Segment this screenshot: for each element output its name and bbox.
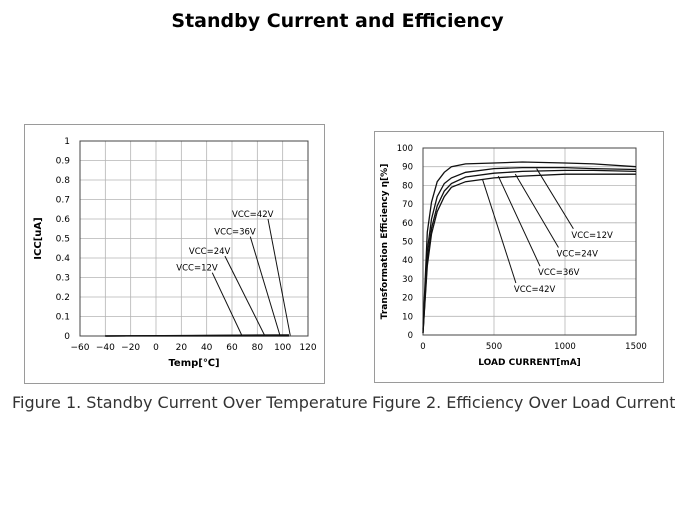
x-tick-label: 500 (486, 342, 502, 352)
figure-2-panel: 0 500 1000 1500 0 10 20 30 40 50 60 70 80 90 100 LOAD C… (374, 131, 664, 383)
y-tick-label: 0.6 (56, 215, 71, 225)
series-line (105, 334, 290, 337)
x-tick-label: 60 (226, 343, 238, 353)
annotation-pointer (224, 255, 266, 337)
annotation-pointer (482, 179, 517, 284)
series-annotation-label: VCC=24V (556, 249, 598, 259)
y-tick-label: 0.2 (56, 293, 70, 303)
y-tick-label: 20 (402, 294, 413, 304)
y-tick-label: 0.7 (56, 196, 70, 206)
x-tick-label: 20 (176, 343, 188, 353)
y-axis-label: Transformation Efficiency η[%] (380, 164, 390, 320)
x-tick-label: 120 (299, 343, 316, 353)
y-tick-label: 0 (408, 331, 413, 341)
y-tick-label: 30 (402, 275, 413, 285)
x-tick-label: 100 (274, 343, 291, 353)
annotation-pointer (514, 173, 559, 248)
y-tick-label: 40 (402, 256, 413, 266)
y-tick-label: 100 (397, 144, 413, 154)
y-tick-label: 0.9 (56, 157, 71, 167)
x-tick-label: −60 (71, 343, 90, 353)
y-tick-label: 90 (402, 163, 413, 173)
x-tick-label: 1000 (554, 342, 576, 352)
series-annotation-label: VCC=36V (214, 228, 256, 238)
x-axis-label: Temp[℃] (168, 358, 219, 369)
y-tick-label: 0.1 (56, 313, 70, 323)
annotation-pointer (249, 236, 281, 337)
annotation-pointer (536, 168, 574, 230)
figure-1-panel: −60 −40 −20 0 20 40 60 80 100 120 0 0.1 0.2 0.3 0.4 0.5… (24, 124, 325, 384)
annotation-pointer (267, 218, 291, 336)
series-annotation-label: VCC=36V (538, 268, 580, 278)
x-tick-label: 1500 (625, 342, 647, 352)
y-tick-label: 60 (402, 219, 413, 229)
x-axis-label: LOAD CURRENT[mA] (478, 358, 581, 368)
series-line (422, 169, 637, 334)
series-line (422, 173, 636, 334)
y-tick-label: 1 (64, 137, 70, 147)
y-tick-label: 10 (402, 312, 413, 322)
plot-frame (422, 147, 637, 336)
series-line (422, 166, 637, 332)
series-line (422, 161, 637, 330)
y-tick-label: 0.8 (56, 176, 71, 186)
series-annotation-label: VCC=12V (176, 264, 218, 274)
annotation-pointer (211, 272, 243, 337)
series-annotation-label: VCC=42V (514, 285, 556, 295)
x-tick-label: 80 (252, 343, 264, 353)
efficiency-chart: 0 500 1000 1500 0 10 20 30 40 50 60 70 80 90 100 LOAD C… (380, 144, 647, 368)
y-tick-label: 0.4 (56, 254, 71, 264)
series-annotation-label: VCC=42V (232, 210, 274, 220)
y-tick-label: 50 (402, 238, 413, 248)
x-tick-label: 40 (201, 343, 213, 353)
series-annotation-label: VCC=12V (571, 231, 613, 241)
y-tick-label: 0.3 (56, 274, 70, 284)
page-title: Standby Current and Efficiency (171, 10, 504, 32)
y-tick-label: 0.5 (56, 235, 70, 245)
y-tick-label: 70 (402, 200, 413, 210)
figure-2-caption: Figure 2. Efficiency Over Load Current (372, 393, 675, 412)
y-axis-label: ICC[uA] (33, 217, 44, 259)
y-tick-label: 0 (64, 332, 70, 342)
x-tick-label: 0 (420, 342, 425, 352)
figure-1-caption: Figure 1. Standby Current Over Temperatu… (12, 393, 368, 412)
standby-current-chart: −60 −40 −20 0 20 40 60 80 100 120 0 0.1 0.2 0.3 0.4 0.5… (33, 137, 317, 369)
x-tick-label: −20 (121, 343, 140, 353)
x-tick-label: 0 (153, 343, 159, 353)
y-tick-label: 80 (402, 181, 413, 191)
x-tick-label: −40 (96, 343, 115, 353)
series-annotation-label: VCC=24V (189, 247, 231, 257)
annotation-pointer (497, 175, 541, 267)
